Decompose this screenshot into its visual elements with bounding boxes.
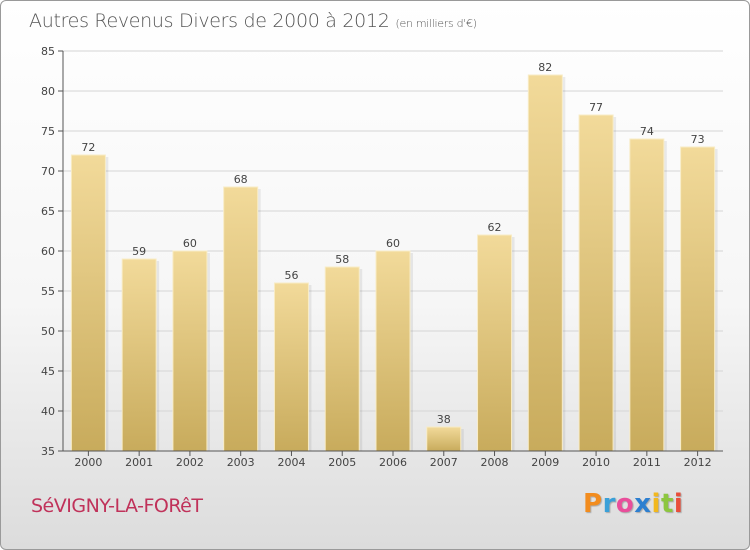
data-label: 72 — [81, 141, 95, 154]
x-tick-label: 2007 — [430, 456, 458, 469]
x-tick-label: 2010 — [582, 456, 610, 469]
bar-2004 — [273, 282, 309, 452]
y-tick-label: 75 — [41, 125, 55, 138]
bar-2009 — [527, 74, 563, 452]
y-tick-label: 50 — [41, 325, 55, 338]
logo-letter: t — [660, 489, 674, 519]
y-tick-label: 65 — [41, 205, 55, 218]
logo-letter: r — [602, 489, 616, 519]
data-label: 58 — [335, 253, 349, 266]
y-tick-label: 35 — [41, 445, 55, 458]
y-tick-label: 40 — [41, 405, 55, 418]
data-label: 74 — [640, 125, 654, 138]
x-tick-label: 2003 — [227, 456, 255, 469]
x-tick-label: 2001 — [125, 456, 153, 469]
labels: 35 40 45 50 55 60 65 70 75 80 85 72 2000 59 2001 60 2002… — [41, 45, 712, 469]
chart-title: Autres Revenus Divers de 2000 à 2012 (en … — [29, 10, 477, 32]
x-tick-label: 2002 — [176, 456, 204, 469]
x-tick-label: 2011 — [633, 456, 661, 469]
logo-letter: P — [583, 489, 603, 519]
logo-letter: o — [615, 489, 635, 519]
x-tick-label: 2008 — [481, 456, 509, 469]
y-tick-label: 60 — [41, 245, 55, 258]
y-tick-label: 85 — [41, 45, 55, 58]
data-label: 60 — [183, 237, 197, 250]
y-tick-label: 70 — [41, 165, 55, 178]
bar-2012 — [680, 146, 716, 452]
x-tick-label: 2004 — [277, 456, 305, 469]
logo-letter: i — [651, 489, 661, 519]
data-label: 82 — [538, 61, 552, 74]
bar-2000 — [70, 154, 106, 452]
bar-2011 — [629, 138, 665, 452]
data-label: 60 — [386, 237, 400, 250]
bar-2010 — [578, 114, 614, 452]
y-tick-label: 55 — [41, 285, 55, 298]
bar-2008 — [477, 234, 513, 452]
chart-unit: (en milliers d'€) — [395, 17, 477, 30]
bar-2007 — [426, 426, 462, 452]
logo-letter: x — [634, 489, 652, 519]
bar-2001 — [121, 258, 157, 452]
data-label: 77 — [589, 101, 603, 114]
x-tick-label: 2012 — [684, 456, 712, 469]
commune-name: SéVIGNY-LA-FORêT — [31, 495, 203, 517]
x-tick-label: 2005 — [328, 456, 356, 469]
y-tick-label: 80 — [41, 85, 55, 98]
bars — [70, 74, 718, 452]
axes — [58, 50, 723, 456]
logo-letter: i — [673, 489, 684, 519]
bar-2002 — [172, 250, 208, 452]
data-label: 73 — [691, 133, 705, 146]
x-tick-label: 2006 — [379, 456, 407, 469]
data-label: 59 — [132, 245, 146, 258]
y-tick-label: 45 — [41, 365, 55, 378]
data-label: 68 — [234, 173, 248, 186]
bar-2003 — [223, 186, 259, 452]
x-tick-label: 2000 — [74, 456, 102, 469]
bar-2006 — [375, 250, 411, 452]
data-label: 62 — [488, 221, 502, 234]
proxiti-logo: Proxiti — [583, 489, 683, 519]
x-tick-label: 2009 — [531, 456, 559, 469]
chart-title-text: Autres Revenus Divers de 2000 à 2012 — [29, 10, 390, 32]
bar-2005 — [324, 266, 360, 452]
data-label: 38 — [437, 413, 451, 426]
data-label: 56 — [284, 269, 298, 282]
